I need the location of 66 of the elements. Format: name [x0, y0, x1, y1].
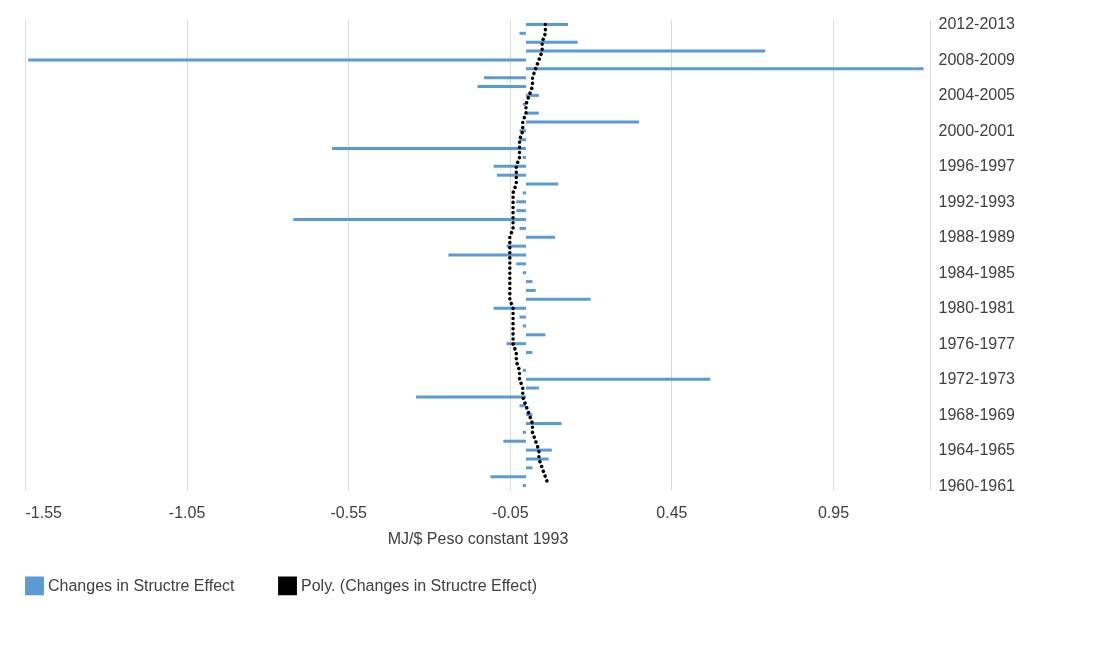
bar	[525, 49, 766, 53]
legend-label: Poly. (Changes in Structre Effect)	[301, 576, 537, 594]
bar	[448, 253, 526, 257]
x-tick-label: -1.55	[25, 503, 63, 521]
y-tick-label: 1972-1973	[938, 370, 1016, 388]
bar	[525, 421, 562, 425]
y-tick-label: 1992-1993	[938, 192, 1016, 210]
bar	[516, 209, 526, 213]
y-tick-label: 2000-2001	[938, 121, 1016, 139]
bar	[525, 280, 533, 284]
bar	[519, 226, 526, 230]
bar	[477, 85, 526, 89]
bar	[522, 324, 526, 328]
bar	[503, 439, 526, 443]
bar	[516, 262, 526, 266]
x-tick-label: 0.95	[817, 503, 850, 521]
bar	[525, 333, 546, 337]
bar	[525, 22, 568, 26]
bar	[525, 457, 549, 461]
bar	[525, 40, 578, 44]
x-tick-label: -1.05	[168, 503, 206, 521]
y-tick-label: 2004-2005	[938, 86, 1016, 104]
y-tick-label: 2008-2009	[938, 50, 1016, 68]
bar	[525, 288, 536, 292]
y-tick-label: 1996-1997	[938, 157, 1016, 175]
bar	[525, 297, 591, 301]
y-tick-label: 1988-1989	[938, 228, 1016, 246]
bar	[522, 271, 526, 275]
bar	[493, 164, 526, 168]
y-tick-label: 1960-1961	[938, 476, 1016, 494]
bar	[522, 484, 526, 488]
bar	[519, 315, 526, 319]
bar	[293, 218, 526, 222]
bar	[522, 430, 526, 434]
legend-label: Changes in Structre Effect	[48, 576, 236, 594]
bar	[496, 173, 526, 177]
bar	[525, 182, 559, 186]
y-tick-label: 1984-1985	[938, 263, 1016, 281]
bar	[525, 386, 539, 390]
y-tick-label: 1980-1981	[938, 299, 1016, 317]
y-tick-label: 2012-2013	[938, 15, 1016, 33]
bar	[525, 377, 711, 381]
x-axis-title: MJ/$ Peso constant 1993	[387, 529, 569, 547]
bar	[332, 147, 526, 151]
bar	[525, 351, 533, 355]
bar	[522, 191, 526, 195]
bar	[525, 235, 556, 239]
y-tick-label: 1964-1965	[938, 441, 1016, 459]
bar	[28, 58, 526, 62]
bar	[519, 31, 526, 35]
bar	[525, 448, 552, 452]
bar	[525, 67, 924, 71]
x-tick-label: 0.45	[656, 503, 688, 521]
y-tick-label: 1968-1969	[938, 405, 1016, 423]
bar	[522, 155, 526, 159]
bar	[516, 200, 526, 204]
bar	[416, 395, 526, 399]
bar	[522, 368, 526, 372]
bar	[525, 466, 533, 470]
x-tick-label: -0.05	[492, 503, 529, 521]
bar	[483, 76, 526, 80]
x-tick-label: -0.55	[330, 503, 368, 521]
bar	[493, 306, 526, 310]
y-tick-label: 1976-1977	[938, 334, 1016, 352]
bar	[490, 475, 526, 479]
bar	[525, 120, 640, 124]
